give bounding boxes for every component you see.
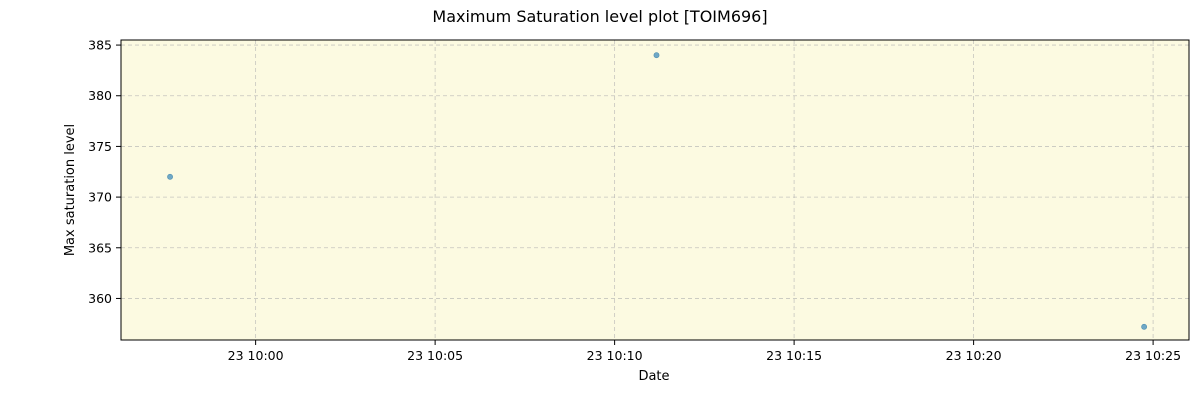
y-tick-label: 360 bbox=[88, 291, 112, 306]
plot-area bbox=[121, 40, 1189, 340]
data-point bbox=[653, 52, 660, 59]
y-tick-label: 385 bbox=[88, 38, 112, 53]
x-tick-label: 23 10:20 bbox=[946, 348, 1002, 363]
x-axis: 23 10:00 23 10:05 23 10:10 23 10:15 23 10:20… bbox=[228, 340, 1181, 363]
grid bbox=[121, 40, 1189, 340]
plot-frame bbox=[120, 39, 1190, 341]
x-axis-label: Date bbox=[638, 369, 669, 384]
chart-title: Maximum Saturation level plot [TOIM696] bbox=[432, 7, 767, 26]
y-tick-label: 370 bbox=[88, 190, 112, 205]
y-tick-label: 380 bbox=[88, 88, 112, 103]
data-points bbox=[167, 52, 1148, 330]
x-tick-label: 23 10:10 bbox=[587, 348, 643, 363]
y-axis: 360 365 370 375 380 385 bbox=[88, 38, 121, 306]
y-axis-label: Max saturation level bbox=[63, 124, 78, 256]
x-tick-label: 23 10:05 bbox=[407, 348, 463, 363]
data-point bbox=[1141, 323, 1148, 330]
y-tick-label: 365 bbox=[88, 240, 112, 255]
y-tick-label: 375 bbox=[88, 139, 112, 154]
x-tick-label: 23 10:00 bbox=[228, 348, 284, 363]
data-point bbox=[167, 173, 173, 180]
x-tick-label: 23 10:25 bbox=[1125, 348, 1181, 363]
x-tick-label: 23 10:15 bbox=[766, 348, 822, 363]
